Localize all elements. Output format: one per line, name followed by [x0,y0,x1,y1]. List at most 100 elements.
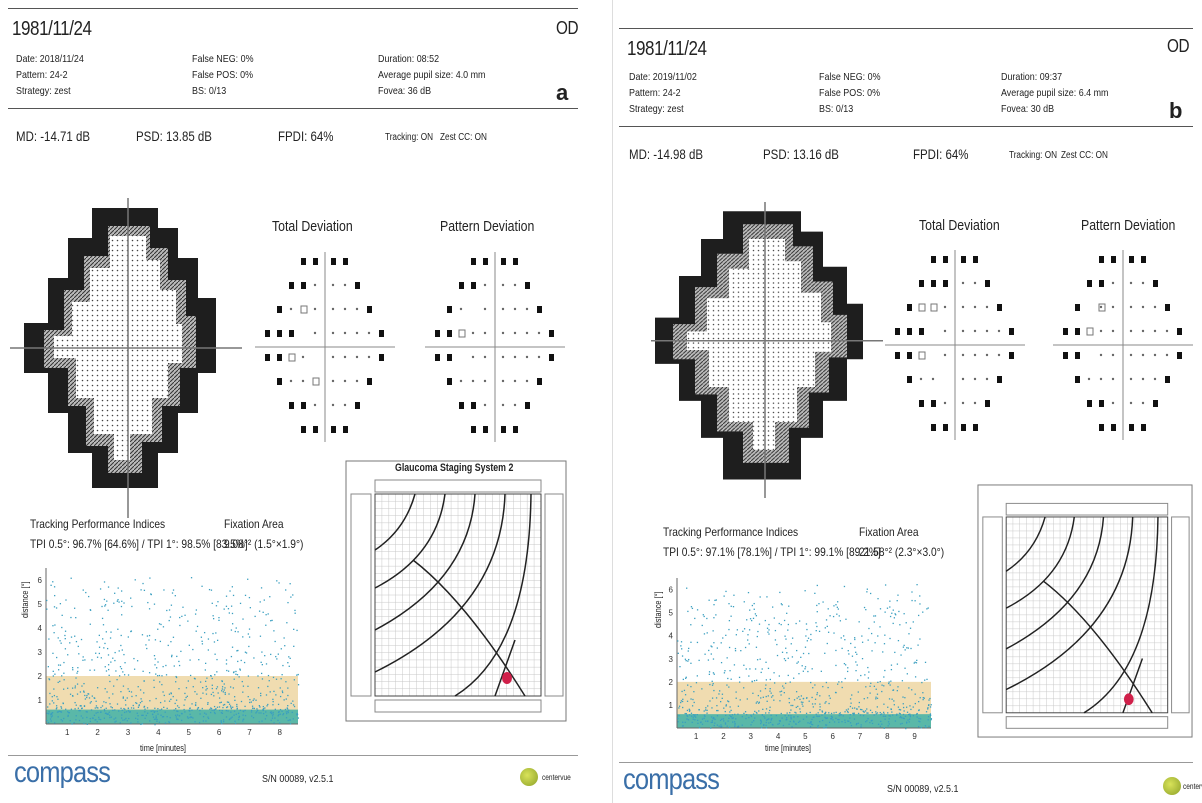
tracking-point [765,719,768,721]
tracking-point [53,586,56,588]
tracking-point [728,686,730,688]
zest-cc-status: Zest CC: ON [1061,150,1108,161]
tracking-point [61,720,64,722]
tracking-point [738,676,741,679]
tracking-point [225,605,228,607]
tracking-point [218,697,221,699]
tracking-point [835,604,837,606]
tracking-point [828,702,830,705]
tracking-point [896,600,898,602]
tracking-point [894,613,896,615]
tracking-point [60,711,62,713]
tracking-point [53,702,55,704]
tracking-point [170,604,173,606]
tracking-point [891,698,893,700]
tracking-point [690,698,692,700]
patient-id: 1981/11/24 [12,18,92,40]
tracking-point [118,601,120,603]
tracking-point [161,716,164,718]
tracking-point [52,675,54,677]
tracking-point [767,631,769,633]
tracking-point [171,592,174,594]
tracking-point [816,715,818,717]
gss-plot-border [1005,516,1169,714]
tracking-point [748,643,750,645]
tracking-point [196,693,198,695]
tracking-point [916,716,918,718]
tracking-point [757,630,759,633]
tracking-point [734,722,736,725]
tracking-point [216,671,218,673]
tracking-point [225,663,228,665]
tracking-point [162,626,165,628]
tracking-point [166,716,168,718]
tracking-point [205,685,207,688]
tracking-point [860,674,862,677]
gss-bottom-scale [374,699,542,713]
tracking-point [765,679,768,681]
gss-left-scale [350,493,372,697]
tracking-point [154,723,156,726]
total-deviation-title: Total Deviation [272,218,353,235]
tracking-point [904,697,906,699]
tracking-point [236,674,239,676]
y-tick-label: 6 [669,586,674,595]
tracking-point [271,717,274,719]
tracking-point [272,700,274,703]
tracking-point [226,669,228,672]
tracking-point [104,604,107,606]
tracking-point [765,727,768,729]
tracking-point [60,707,63,709]
tracking-point [871,650,873,652]
tracking-point [76,672,78,674]
tracking-point [88,697,91,699]
tracking-point [156,675,159,677]
tracking-point [95,712,97,714]
tracking-status: Tracking: ON [385,132,433,143]
tracking-point [265,715,268,717]
tracking-point [270,620,272,622]
tracking-point [891,612,893,614]
tracking-point [207,703,209,705]
tracking-point [85,711,87,713]
tracking-point [161,675,163,677]
tracking-point [836,613,838,615]
y-tick-label: 2 [669,678,674,687]
tracking-point [919,697,921,699]
tracking-point [157,661,159,663]
tracking-point [271,619,273,622]
tracking-point [287,711,290,714]
tracking-point [818,715,821,717]
tracking-point [127,710,130,712]
tracking-point [202,686,204,689]
tracking-point [693,701,695,704]
tracking-point [70,577,72,579]
tracking-point [69,719,71,722]
tracking-point [141,634,144,636]
tracking-point [696,609,699,611]
tracking-point [57,664,60,666]
tracking-point [91,717,94,719]
tracking-point [770,714,772,716]
tracking-point [769,688,771,690]
tracking-point [232,706,234,708]
y-tick-label: 4 [38,624,43,633]
tracking-point [94,707,96,709]
tracking-point [88,595,90,598]
tracking-point [270,712,273,715]
tracking-point [767,667,770,670]
tracking-point [114,651,116,654]
tracking-point [206,687,208,690]
tracking-point [681,648,683,650]
tracking-point [818,603,820,605]
tracking-point [139,689,142,691]
tracking-point [228,693,230,695]
x-tick-label: 7 [247,728,252,737]
tracking-point [720,661,723,664]
tracking-point [253,698,255,700]
tracking-point [784,714,786,717]
tracking-point [125,711,128,713]
tracking-point [160,623,162,626]
tracking-point [848,720,850,722]
tracking-point [879,626,881,628]
